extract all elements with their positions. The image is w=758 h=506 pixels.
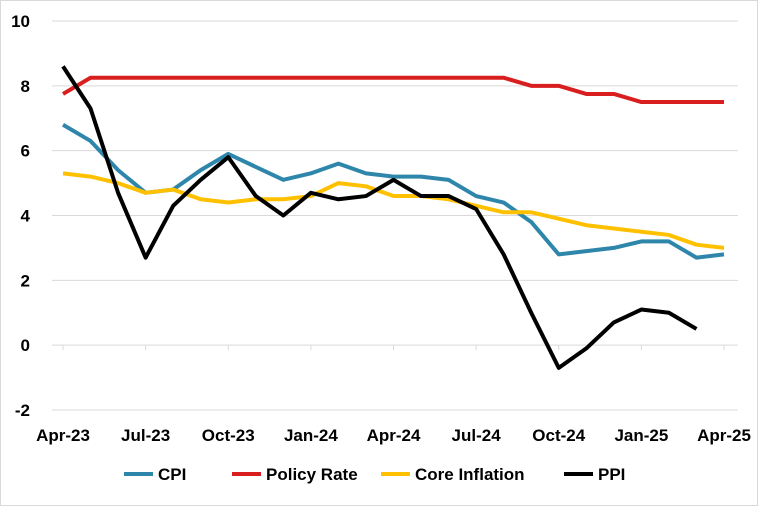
x-tick-label: Jan-24	[284, 426, 338, 445]
x-tick-label: Jul-23	[121, 426, 170, 445]
legend: CPI Policy Rate Core Inflation PPI	[124, 465, 625, 484]
legend-label-policy-rate: Policy Rate	[266, 465, 358, 484]
x-tick-label: Oct-23	[202, 426, 255, 445]
legend-label-cpi: CPI	[158, 465, 186, 484]
y-tick-label: 2	[21, 271, 30, 290]
y-tick-label: 0	[21, 336, 30, 355]
series-line-ppi	[61, 65, 698, 370]
legend-label-core-inflation: Core Inflation	[415, 465, 525, 484]
x-axis: Apr-23 Jul-23 Oct-23 Jan-24 Apr-24 Jul-24 Oct-…	[36, 345, 751, 445]
x-tick-label: Jul-24	[452, 426, 502, 445]
x-tick-label: Jan-25	[614, 426, 668, 445]
series-lines	[61, 65, 725, 370]
y-tick-label: 10	[11, 12, 30, 31]
series-line-policy-rate	[61, 75, 724, 105]
x-tick-label: Apr-25	[697, 426, 751, 445]
legend-label-ppi: PPI	[598, 465, 625, 484]
y-axis: 10 8 6 4 2 0 -2	[11, 12, 30, 420]
x-tick-label: Apr-24	[367, 426, 421, 445]
x-tick-label: Oct-24	[532, 426, 585, 445]
y-tick-label: 4	[21, 207, 31, 226]
gridlines	[52, 20, 738, 411]
y-tick-label: 8	[21, 77, 30, 96]
series-line-core-inflation	[62, 171, 725, 250]
y-tick-label: 6	[21, 142, 30, 161]
y-tick-label: -2	[15, 401, 30, 420]
x-tick-label: Apr-23	[36, 426, 90, 445]
